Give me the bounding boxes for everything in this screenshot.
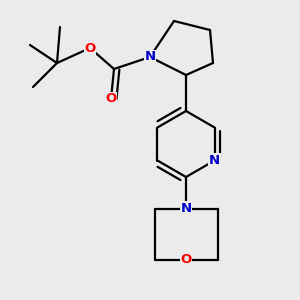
- Text: O: O: [180, 253, 192, 266]
- Text: O: O: [84, 41, 96, 55]
- Text: N: N: [180, 202, 192, 215]
- Text: O: O: [105, 92, 117, 106]
- Text: N: N: [209, 154, 220, 167]
- Text: N: N: [144, 50, 156, 64]
